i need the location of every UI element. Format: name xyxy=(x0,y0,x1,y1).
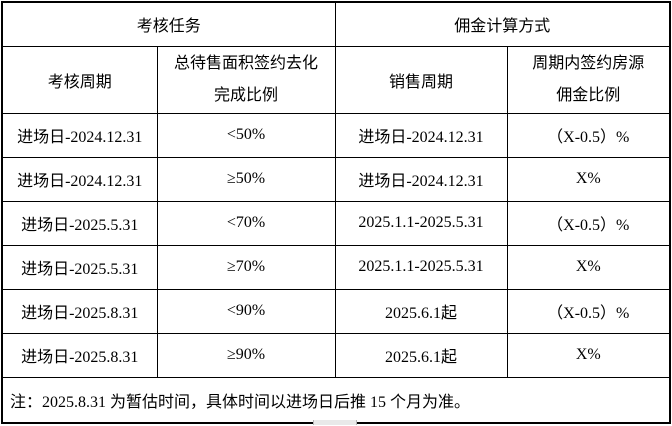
cell-commission-ratio: （X-0.5）% xyxy=(506,112,671,158)
cell-sales-period: 进场日-2024.12.31 xyxy=(334,112,508,158)
col-header-completion-ratio-line2: 完成比例 xyxy=(214,86,279,104)
cell-commission-ratio: （X-0.5）% xyxy=(506,288,671,334)
cell-assessment-period: 进场日-2025.5.31 xyxy=(1,200,158,246)
cell-completion-ratio: <70% xyxy=(156,200,336,246)
scrollbar-fragment xyxy=(313,420,357,425)
table-note-row: 注：2025.8.31 为暂估时间，具体时间以进场日后推 15 个月为准。 xyxy=(1,376,671,424)
cell-completion-ratio: ≥50% xyxy=(156,156,336,202)
cell-assessment-period: 进场日-2024.12.31 xyxy=(1,156,158,202)
col-header-sales-period: 销售周期 xyxy=(334,45,508,114)
cell-completion-ratio: <90% xyxy=(156,288,336,334)
col-header-completion-ratio-line1: 总待售面积签约去化 xyxy=(174,54,319,72)
cell-assessment-period: 进场日-2025.5.31 xyxy=(1,244,158,290)
table-row: 进场日-2025.8.31 ≥90% 2025.6.1起 X% xyxy=(1,332,671,378)
cell-commission-ratio: X% xyxy=(506,156,671,202)
cell-sales-period: 2025.6.1起 xyxy=(334,288,508,334)
footnote-text: 注：2025.8.31 为暂估时间，具体时间以进场日后推 15 个月为准。 xyxy=(1,376,671,424)
table-row: 进场日-2025.5.31 ≥70% 2025.1.1-2025.5.31 X% xyxy=(1,244,671,290)
cell-completion-ratio: <50% xyxy=(156,112,336,158)
cell-completion-ratio: ≥70% xyxy=(156,244,336,290)
cell-sales-period: 2025.6.1起 xyxy=(334,332,508,378)
cell-assessment-period: 进场日-2024.12.31 xyxy=(1,112,158,158)
table-row: 进场日-2024.12.31 ≥50% 进场日-2024.12.31 X% xyxy=(1,156,671,202)
cell-commission-ratio: X% xyxy=(506,332,671,378)
cell-commission-ratio: X% xyxy=(506,244,671,290)
cell-completion-ratio: ≥90% xyxy=(156,332,336,378)
table-row: 进场日-2025.8.31 <90% 2025.6.1起 （X-0.5）% xyxy=(1,288,671,334)
cell-assessment-period: 进场日-2025.8.31 xyxy=(1,332,158,378)
group-header-assessment-task: 考核任务 xyxy=(1,1,336,47)
col-header-assessment-period: 考核周期 xyxy=(1,45,158,114)
group-header-commission-method: 佣金计算方式 xyxy=(334,1,671,47)
cell-sales-period: 进场日-2024.12.31 xyxy=(334,156,508,202)
col-header-completion-ratio: 总待售面积签约去化 完成比例 xyxy=(156,45,336,114)
cell-sales-period: 2025.1.1-2025.5.31 xyxy=(334,200,508,246)
cell-assessment-period: 进场日-2025.8.31 xyxy=(1,288,158,334)
table-group-header-row: 考核任务 佣金计算方式 xyxy=(1,1,671,47)
col-header-commission-ratio: 周期内签约房源 佣金比例 xyxy=(506,45,671,114)
cell-sales-period: 2025.1.1-2025.5.31 xyxy=(334,244,508,290)
col-header-commission-ratio-line2: 佣金比例 xyxy=(556,86,621,104)
col-header-commission-ratio-line1: 周期内签约房源 xyxy=(532,54,645,72)
table-column-header-row: 考核周期 总待售面积签约去化 完成比例 销售周期 周期内签约房源 佣金比例 xyxy=(1,45,671,114)
table-row: 进场日-2024.12.31 <50% 进场日-2024.12.31 （X-0.… xyxy=(1,112,671,158)
cell-commission-ratio: （X-0.5）% xyxy=(506,200,671,246)
table-row: 进场日-2025.5.31 <70% 2025.1.1-2025.5.31 （X… xyxy=(1,200,671,246)
